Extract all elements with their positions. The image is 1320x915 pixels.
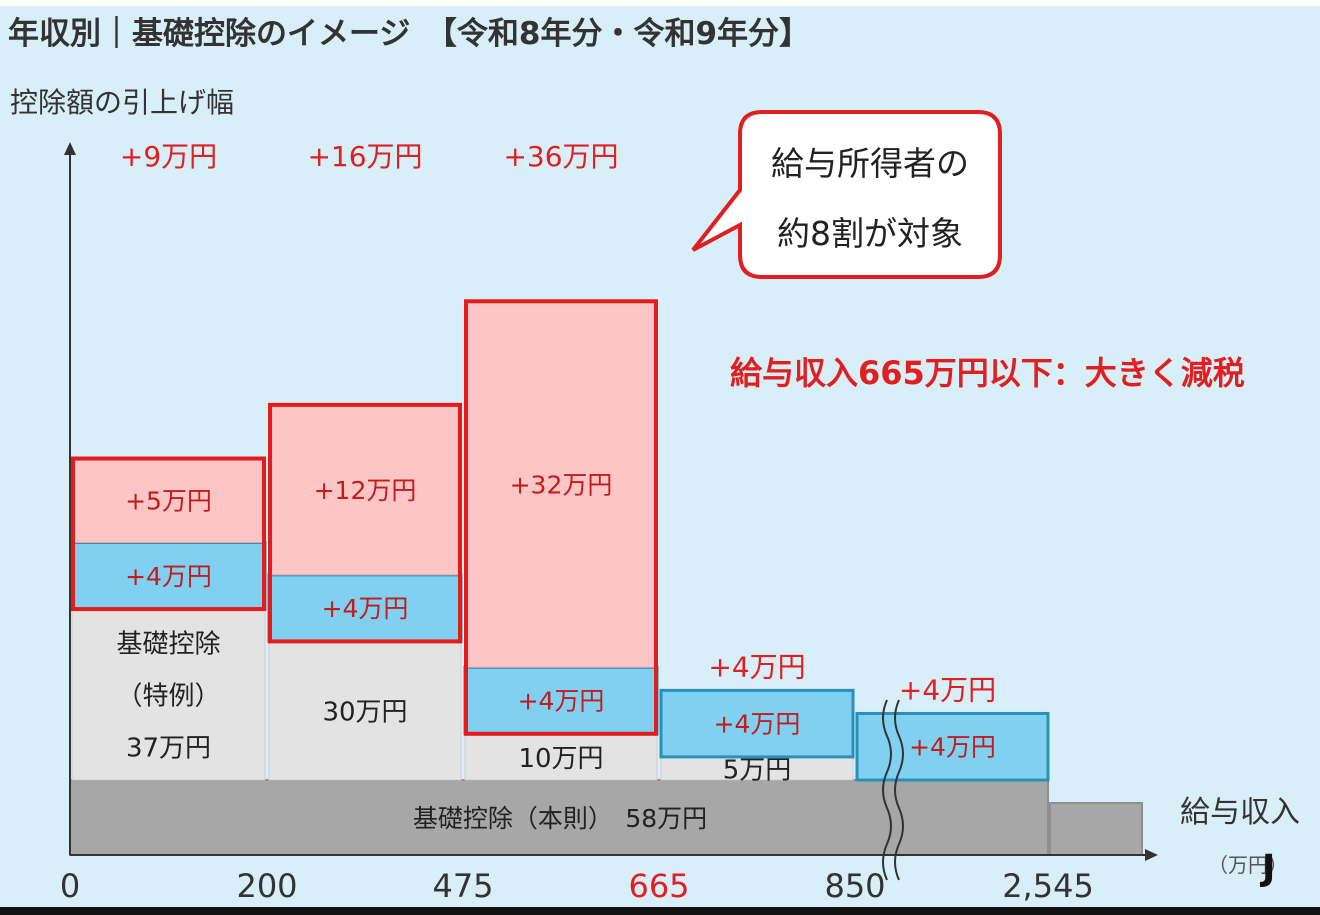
total-raise-label-1: +16万円 — [307, 140, 422, 173]
bars-layer: 基礎控除（本則） 58万円 基礎控除 （特例） 37万円 +4万円 +5万円 +9万円 30万… — [69, 140, 1143, 856]
raise-4-label-0: +4万円 — [125, 562, 212, 591]
total-raise-label-3: +4万円 — [708, 650, 805, 683]
total-raise-label-0: +9万円 — [120, 140, 217, 173]
y-axis-label: 控除額の引上げ幅 — [10, 86, 234, 119]
raise-4-label-1: +4万円 — [322, 594, 409, 623]
total-raise-label-2: +36万円 — [503, 140, 618, 173]
special-deduction-label-1-0: 30万円 — [322, 698, 407, 728]
total-raise-label-4: +4万円 — [899, 673, 996, 706]
svg-text:J: J — [1259, 848, 1275, 889]
callout-line1: 給与所得者の — [771, 144, 969, 183]
x-tick-label-2: 475 — [432, 867, 493, 905]
base-deduction-label: 基礎控除（本則） 58万円 — [413, 804, 707, 833]
special-deduction-bar-2 — [464, 733, 658, 781]
special-deduction-label-2-0: 10万円 — [518, 744, 603, 774]
special-deduction-label-3-0: 5万円 — [723, 755, 792, 785]
special-deduction-label-0-1: （特例） — [116, 682, 220, 712]
axis-break-mark — [882, 699, 904, 881]
x-tick-label-4: 850 — [824, 867, 885, 905]
top-strip — [0, 0, 1320, 6]
raise-frame-2 — [464, 299, 658, 736]
y-axis-arrow — [64, 142, 76, 155]
chart-title: 年収別｜基礎控除のイメージ 【令和8年分・令和9年分】 — [8, 16, 810, 52]
bottom-strip — [0, 907, 1320, 915]
tax-cut-note: 給与収入665万円以下：大きく減税 — [730, 354, 1245, 392]
raise-extra-bar-1 — [268, 404, 462, 576]
callout-bubble: 給与所得者の 約8割が対象 — [691, 110, 1002, 279]
x-tick-label-5: 2,545 — [1002, 867, 1094, 905]
raise-extra-label-2: +32万円 — [510, 470, 613, 499]
raise-4-bar-0 — [70, 541, 267, 611]
x-axis-unit: （万円） — [1208, 853, 1288, 877]
special-deduction-bar-1 — [268, 640, 462, 781]
special-deduction-bar-0 — [71, 608, 266, 781]
x-axis-arrow — [1145, 849, 1158, 861]
raise-extra-label-1: +12万円 — [314, 476, 417, 505]
raise-4-bar-3 — [659, 688, 855, 759]
special-deduction-label-0-2: 37万円 — [126, 734, 211, 764]
raise-4-label-3: +4万円 — [714, 710, 801, 739]
raise-frame-1 — [268, 402, 462, 644]
raise-4-label-2: +4万円 — [518, 687, 605, 716]
logo-mark: J — [1259, 848, 1275, 889]
raise-extra-label-0: +5万円 — [125, 487, 212, 516]
callout-line2: 約8割が対象 — [777, 214, 963, 253]
raise-4-label-4: +4万円 — [909, 733, 996, 762]
raise-extra-bar-2 — [464, 300, 658, 668]
base-deduction-bar-tail — [1049, 802, 1143, 856]
base-deduction-bar — [69, 779, 1049, 856]
x-tick-label-1: 200 — [236, 867, 297, 905]
raise-frame-0 — [71, 456, 266, 612]
x-ticks-layer: 0 200 475 665 850 2,545 — [60, 867, 1094, 905]
x-axis-label: 給与収入 — [1180, 795, 1300, 830]
x-tick-label-0: 0 — [60, 867, 80, 905]
special-deduction-label-0-0: 基礎控除 — [116, 630, 220, 660]
x-tick-label-3: 665 — [628, 867, 689, 905]
